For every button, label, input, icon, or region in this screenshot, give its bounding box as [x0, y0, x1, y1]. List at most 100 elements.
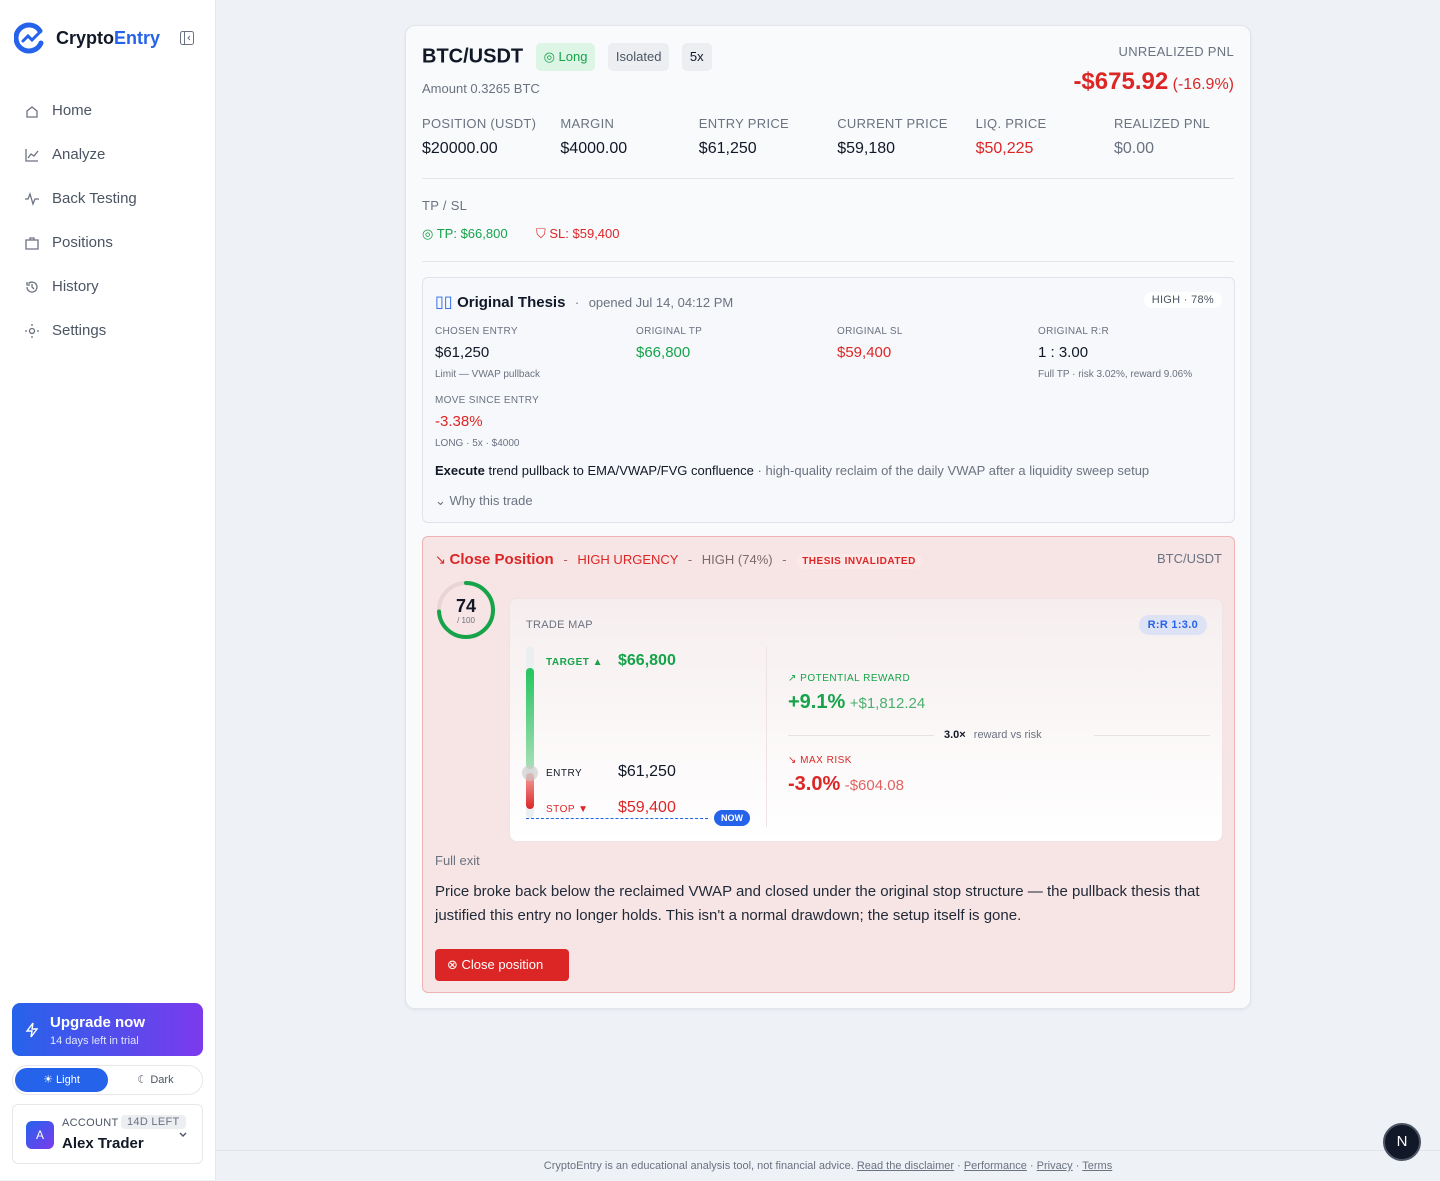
dev-badge[interactable]: N [1383, 1123, 1421, 1161]
symbol: BTC/USDT [422, 45, 524, 68]
action-symbol: BTC/USDT [1157, 551, 1222, 566]
theme-light[interactable]: ☀ Light [15, 1068, 108, 1092]
collapse-button[interactable] [179, 30, 195, 46]
confidence: HIGH (74%) [701, 552, 773, 567]
account[interactable]: A ACCOUNT 14D LEFT Alex Trader [12, 1104, 203, 1164]
field-value: $61,250 [435, 344, 490, 361]
sep: - [687, 552, 693, 567]
stat-label: MARGIN [560, 116, 615, 131]
now-badge: NOW [714, 810, 750, 826]
why-label: Why this trade [449, 493, 533, 508]
stat-label: ENTRY PRICE [698, 116, 790, 131]
nav-item[interactable]: Back Testing [24, 190, 137, 207]
map-title: TRADE MAP [526, 619, 593, 631]
pnl: -$675.92 (-16.9%) [1073, 68, 1234, 96]
book-icon: ▯▯ [435, 294, 453, 311]
field-label: ORIGINAL TP [636, 326, 703, 337]
status: THESIS INVALIDATED [796, 554, 922, 569]
stat-label: POSITION (USDT) [422, 116, 537, 131]
score-max: / 100 [457, 616, 475, 625]
pnl-pct: (-16.9%) [1172, 76, 1234, 93]
stat-value: $61,250 [698, 140, 757, 157]
header: BTC/USDT ◎ Long Isolated 5x [422, 43, 712, 71]
avatar: A [26, 1121, 54, 1149]
footer-link[interactable]: Read the disclaimer [856, 1160, 955, 1172]
trend-down-icon: ↘ [435, 552, 446, 567]
close-button[interactable]: ⊗ Close position [435, 949, 569, 981]
sep: · [1029, 1160, 1034, 1172]
entry-dot [522, 765, 538, 781]
close-button-label: Close position [461, 957, 544, 972]
stat-value: $4000.00 [560, 140, 628, 157]
stat-label: CURRENT PRICE [837, 116, 948, 131]
account-name: Alex Trader [62, 1135, 144, 1152]
tp: ◎ TP: $66,800 [422, 226, 508, 241]
ratio-label: reward vs risk [973, 729, 1042, 741]
footer-link[interactable]: Performance [963, 1160, 1027, 1172]
entry-value: $61,250 [618, 763, 676, 780]
nav-item[interactable]: Settings [24, 322, 106, 339]
action: ↘ Close Position - HIGH URGENCY - HIGH (… [422, 536, 1235, 993]
nav-item[interactable]: History [24, 278, 99, 295]
nav-icon [26, 105, 38, 118]
why-toggle[interactable]: ⌄ Why this trade [435, 493, 533, 508]
upgrade-subtitle: 14 days left in trial [50, 1035, 139, 1047]
sep: - [782, 552, 787, 567]
divider [422, 261, 1234, 262]
sl-value: SL: $59,400 [549, 226, 620, 241]
summary-setup: trend pullback to EMA/VWAP/FVG confluenc… [484, 463, 754, 478]
sep: - [563, 552, 568, 567]
ratio-rule [788, 735, 934, 736]
reward-amount: +$1,812.24 [849, 695, 926, 712]
chevron [179, 1132, 187, 1137]
field-label: MOVE SINCE ENTRY [435, 395, 540, 406]
field-label: CHOSEN ENTRY [435, 326, 518, 337]
field-label: ORIGINAL SL [837, 326, 903, 337]
score-gauge [437, 581, 495, 639]
nav-item[interactable]: Home [24, 102, 92, 119]
reward-zone [526, 668, 534, 769]
field-value: 1 : 3.00 [1038, 344, 1089, 361]
divider [766, 647, 767, 827]
nav-icon [26, 280, 38, 293]
upgrade-button[interactable]: Upgrade now 14 days left in trial [12, 1003, 203, 1056]
footer-link[interactable]: Terms [1082, 1160, 1113, 1172]
brand: CryptoEntry [56, 28, 160, 49]
rr-badge: R:R 1:3.0 [1138, 615, 1207, 635]
stat-label: LIQ. PRICE [975, 116, 1047, 131]
gauge-arc [437, 581, 495, 639]
brand-prefix: Crypto [56, 28, 114, 48]
footer-text: CryptoEntry is an educational analysis t… [543, 1160, 854, 1172]
stat-value: $20000.00 [422, 140, 498, 157]
side-badge: ◎ Long [535, 43, 596, 71]
thesis-header: ▯▯ Original Thesis · opened Jul 14, 04:1… [435, 292, 733, 312]
risk-amount: -$604.08 [844, 777, 904, 794]
theme-dark-label: Dark [150, 1074, 174, 1086]
exit-type: Full exit [435, 853, 480, 868]
account-label: ACCOUNT [62, 1117, 119, 1129]
risk-zone [526, 773, 534, 809]
nav-icon [25, 191, 39, 206]
summary: Execute trend pullback to EMA/VWAP/FVG c… [435, 463, 1149, 478]
footer-link[interactable]: Privacy [1036, 1160, 1073, 1172]
tpsl-label: TP / SL [422, 198, 468, 213]
margin-mode: Isolated [607, 43, 670, 71]
nav-item[interactable]: Positions [24, 234, 113, 251]
sidebar: CryptoEntry Home Analyze Back Testing Posit… [0, 0, 216, 1180]
theme-toggle: ☀ Light ☾ Dark [12, 1065, 203, 1095]
target-label: TARGET ▲ [546, 657, 604, 668]
action-header: ↘ Close Position - HIGH URGENCY - HIGH (… [435, 551, 922, 569]
score: 74 [455, 596, 477, 616]
field-note: LONG · 5x · $4000 [435, 438, 520, 449]
field-note: Full TP · risk 3.02%, reward 9.06% [1038, 369, 1193, 380]
nav-icon [25, 148, 39, 162]
stop-value: $59,400 [618, 799, 676, 816]
target-value: $66,800 [618, 652, 676, 669]
sep: · [1075, 1160, 1080, 1172]
now-line [526, 818, 708, 819]
sep: · [574, 295, 580, 310]
field-label: ORIGINAL R:R [1038, 326, 1110, 337]
nav-item[interactable]: Analyze [24, 146, 105, 163]
theme-dark[interactable]: ☾ Dark [137, 1074, 174, 1086]
